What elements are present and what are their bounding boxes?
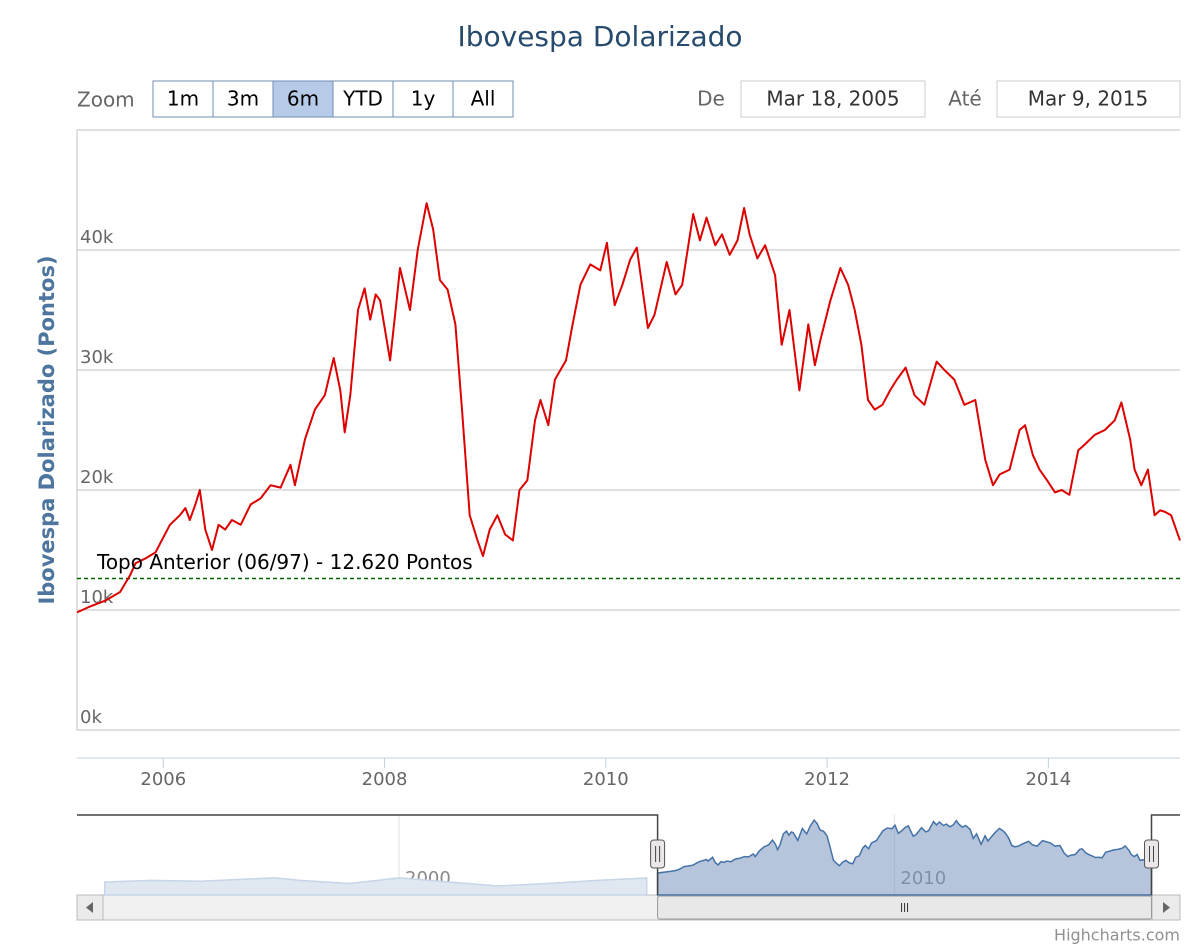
zoom-label: Zoom [77, 88, 135, 112]
range-button-label[interactable]: All [471, 87, 496, 111]
scrollbar-right-arrow [1163, 902, 1170, 913]
x-tick-label: 2006 [140, 769, 186, 790]
range-button[interactable] [332, 80, 394, 118]
range-button-label[interactable]: 6m [287, 87, 319, 111]
x-tick-label: 2012 [804, 769, 850, 790]
x-tick-label: 2008 [362, 769, 408, 790]
y-tick-label: 40k [80, 227, 114, 248]
navigator-area [656, 818, 1153, 896]
navigator-area [103, 877, 648, 896]
to-input[interactable] [996, 80, 1181, 118]
credits[interactable]: Highcharts.com [1054, 926, 1180, 945]
range-button[interactable] [452, 80, 514, 118]
y-tick-label: 10k [80, 587, 114, 608]
range-button-label[interactable]: YTD [342, 87, 383, 111]
scrollbar-left-arrow [86, 902, 93, 913]
y-tick-label: 20k [80, 467, 114, 488]
from-label: De [697, 87, 725, 111]
to-label: Até [948, 87, 981, 111]
from-date[interactable]: Mar 18, 2005 [766, 87, 899, 111]
range-button[interactable] [212, 80, 274, 118]
range-button-label[interactable]: 1m [167, 87, 199, 111]
navigator-handle[interactable] [1144, 839, 1160, 869]
line-series [76, 202, 1181, 614]
y-tick-label: 0k [80, 707, 102, 728]
x-tick-label: 2014 [1025, 769, 1071, 790]
plot-line-label: Topo Anterior (06/97) - 12.620 Pontos [96, 550, 473, 574]
to-date[interactable]: Mar 9, 2015 [1028, 87, 1148, 111]
from-input[interactable] [740, 80, 926, 118]
y-tick-label: 30k [80, 347, 114, 368]
range-button-label[interactable]: 1y [411, 87, 436, 111]
x-tick-label: 2010 [583, 769, 629, 790]
range-button-label[interactable]: 3m [227, 87, 259, 111]
y-axis-title: Ibovespa Dolarizado (Pontos) [35, 255, 59, 604]
chart-title: Ibovespa Dolarizado [457, 20, 742, 53]
navigator-handle[interactable] [650, 839, 666, 869]
